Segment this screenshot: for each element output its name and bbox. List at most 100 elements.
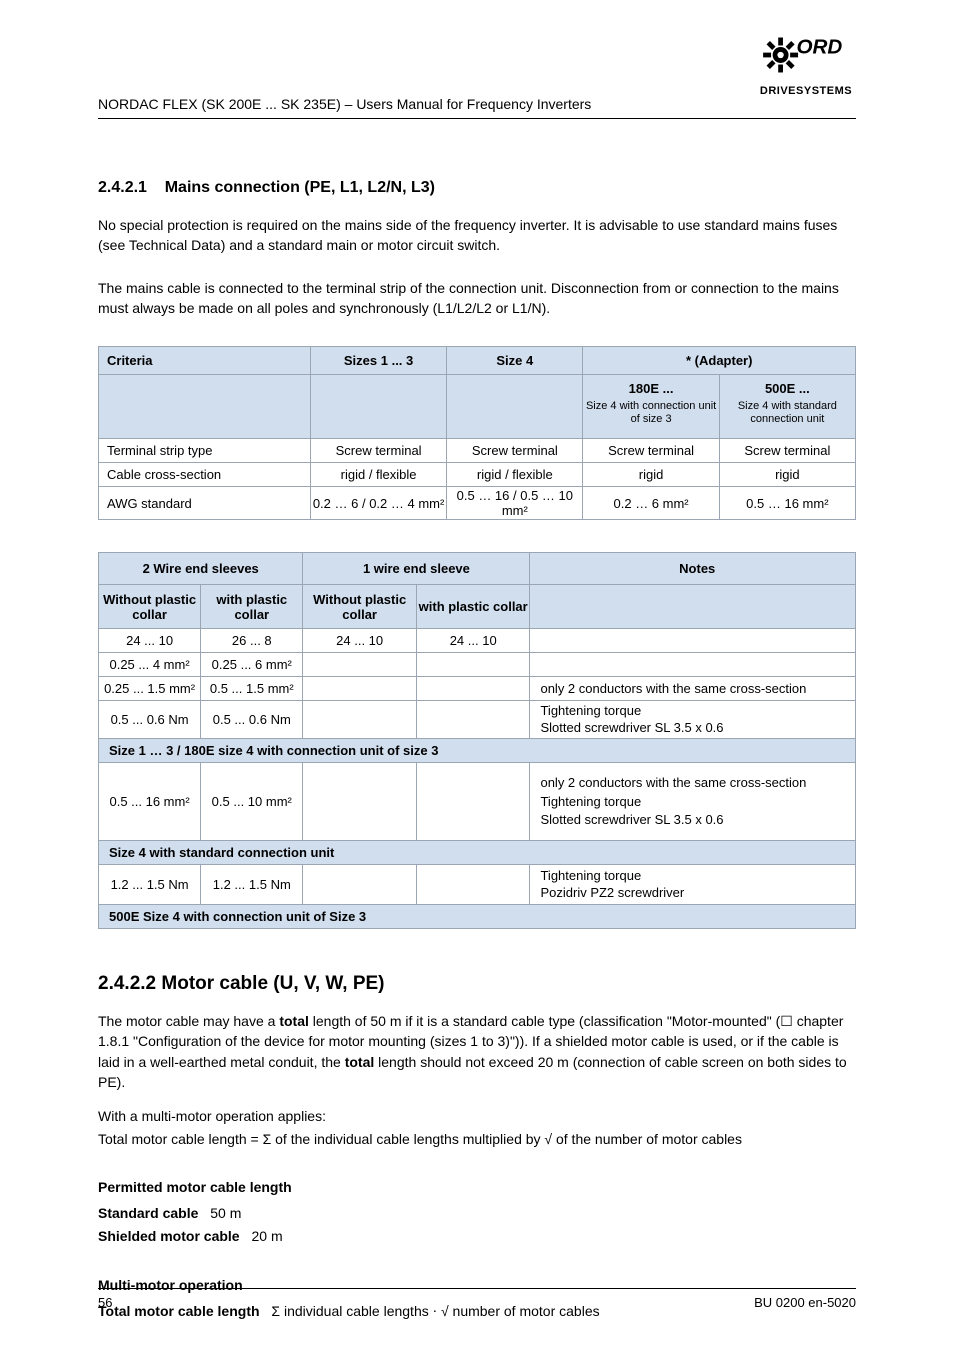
p3-bold-1: total [279, 1013, 309, 1029]
t2a-r2c5 [530, 653, 856, 677]
t2-sh3: Without plastic collar [303, 585, 417, 629]
paragraph-1: No special protection is required on the… [98, 215, 856, 256]
t2a-r1c2: 26 ... 8 [201, 629, 303, 653]
def1-l2-label: Shielded motor cable [98, 1228, 240, 1244]
t2b-span: Size 4 with standard connection unit [99, 841, 856, 865]
t2b-c5-l1: only 2 conductors with the same cross-se… [540, 775, 806, 790]
t2b-c5-l3: Slotted screwdriver SL 3.5 x 0.6 [540, 812, 723, 827]
t2b-r1c3 [303, 763, 417, 841]
t1-sub2: Size 4 with connection unit of size 3 [584, 400, 717, 426]
t1-r1c5: Screw terminal [719, 439, 855, 463]
t2b-r1c4 [416, 763, 530, 841]
t1-r2c5: rigid [719, 463, 855, 487]
t1-r3c4: 0.2 … 6 mm² [583, 487, 719, 520]
t1-r3c1: AWG standard [99, 487, 311, 520]
t2-sh1: Without plastic collar [99, 585, 201, 629]
t1-r3c2: 0.2 … 6 / 0.2 … 4 mm² [310, 487, 446, 520]
t2b-r1c5: only 2 conductors with the same cross-se… [530, 763, 856, 841]
t1-h3: Size 4 [447, 347, 583, 375]
t2c-r1c1: 1.2 ... 1.5 Nm [99, 865, 201, 905]
def1-l2-val: 20 m [251, 1228, 282, 1244]
t2a-r3c2: 0.5 ... 1.5 mm² [201, 677, 303, 701]
t2a-r2c3 [303, 653, 417, 677]
paragraph-3: The motor cable may have a total length … [98, 1011, 856, 1092]
t1-sub1: Size 4 with standard connection unit [721, 400, 854, 426]
p3-part-a: The motor cable may have a [98, 1013, 279, 1029]
section-title: Mains connection (PE, L1, L2/N, L3) [165, 179, 435, 196]
t2a-r1c4: 24 ... 10 [416, 629, 530, 653]
t2-sh4: with plastic collar [416, 585, 530, 629]
t1-blank3 [447, 375, 583, 439]
t2a-r4c3 [303, 701, 417, 739]
t1-h1: Criteria [99, 347, 311, 375]
t1-r3c5: 0.5 … 16 mm² [719, 487, 855, 520]
t1-h4c-text: 500E ... [765, 381, 810, 396]
t2c-c5-l1: Tightening torque [540, 868, 641, 883]
t2c-span: 500E Size 4 with connection unit of Size… [99, 905, 856, 929]
table-criteria: Criteria Sizes 1 ... 3 Size 4 * (Adapter… [98, 346, 856, 520]
section-heading-1: 2.4.2.1 Mains connection (PE, L1, L2/N, … [98, 179, 856, 197]
t2a-r2c4 [416, 653, 530, 677]
t2a-r3c1: 0.25 ... 1.5 mm² [99, 677, 201, 701]
t2-h3: Notes [530, 553, 856, 585]
t2-sh2: with plastic collar [201, 585, 303, 629]
svg-text:ORD: ORD [796, 35, 842, 58]
footer-doc-id: BU 0200 en-5020 [754, 1295, 856, 1310]
def1-line2: Shielded motor cable 20 m [98, 1226, 856, 1247]
t2a-r1c3: 24 ... 10 [303, 629, 417, 653]
t2a-r4c1: 0.5 ... 0.6 Nm [99, 701, 201, 739]
t1-h4b: 180E ... Size 4 with connection unit of … [583, 375, 719, 439]
t2-h2: 1 wire end sleeve [303, 553, 530, 585]
paragraph-3-eq: Total motor cable length = Σ of the indi… [98, 1129, 856, 1149]
t2a-r3c5: only 2 conductors with the same cross-se… [530, 677, 856, 701]
t1-r1c4: Screw terminal [583, 439, 719, 463]
table-wire-sleeves: 2 Wire end sleeves 1 wire end sleeve Not… [98, 552, 856, 929]
def1-l1-label: Standard cable [98, 1205, 198, 1221]
brand-subtext: DRIVESYSTEMS [756, 85, 856, 97]
paragraph-2: The mains cable is connected to the term… [98, 278, 856, 319]
footer-page-number: 56 [98, 1295, 112, 1310]
t2-sh5 [530, 585, 856, 629]
gear-logo-icon: ORD [758, 28, 854, 82]
def1-l1-val: 50 m [210, 1205, 241, 1221]
t2a-r1c5 [530, 629, 856, 653]
t2a-r4c5: Tightening torque Slotted screwdriver SL… [530, 701, 856, 739]
t1-h4c: 500E ... Size 4 with standard connection… [719, 375, 855, 439]
t1-h4a: * (Adapter) [583, 347, 856, 375]
page-header: NORDAC FLEX (SK 200E ... SK 235E) – User… [98, 96, 856, 119]
t2b-c5-l2: Tightening torque [540, 794, 641, 809]
t2a-r2c2: 0.25 ... 6 mm² [201, 653, 303, 677]
t2a-r1c1: 24 ... 10 [99, 629, 201, 653]
section-number: 2.4.2.1 [98, 179, 147, 196]
t1-r1c1: Terminal strip type [99, 439, 311, 463]
t1-r2c2: rigid / flexible [310, 463, 446, 487]
t1-h4b-text: 180E ... [629, 381, 674, 396]
paragraph-3-lead: With a multi-motor operation applies: [98, 1106, 856, 1126]
t2a-r4c5-l2: Slotted screwdriver SL 3.5 x 0.6 [540, 720, 723, 735]
t2b-r1c2: 0.5 ... 10 mm² [201, 763, 303, 841]
t1-blank [99, 375, 311, 439]
t2c-r1c5: Tightening torque Pozidriv PZ2 screwdriv… [530, 865, 856, 905]
t1-blank2 [310, 375, 446, 439]
p3-bold-2: total [345, 1054, 375, 1070]
t2c-c5-l2: Pozidriv PZ2 screwdriver [540, 885, 684, 900]
brand-logo: ORD DRIVESYSTEMS [756, 28, 856, 97]
t2a-r4c2: 0.5 ... 0.6 Nm [201, 701, 303, 739]
t2c-r1c3 [303, 865, 417, 905]
section-heading-2: 2.4.2.2 Motor cable (U, V, W, PE) [98, 973, 856, 995]
t2c-r1c4 [416, 865, 530, 905]
t1-r2c4: rigid [583, 463, 719, 487]
page-footer: 56 BU 0200 en-5020 [98, 1288, 856, 1310]
def1-line1: Standard cable 50 m [98, 1203, 856, 1224]
t2a-r3c3 [303, 677, 417, 701]
t1-r2c1: Cable cross-section [99, 463, 311, 487]
t2a-r3c4 [416, 677, 530, 701]
def-heading-1: Permitted motor cable length [98, 1179, 856, 1195]
t1-h2: Sizes 1 ... 3 [310, 347, 446, 375]
t1-r3c3: 0.5 … 16 / 0.5 … 10 mm² [447, 487, 583, 520]
t2b-r1c1: 0.5 ... 16 mm² [99, 763, 201, 841]
t1-r2c3: rigid / flexible [447, 463, 583, 487]
t2a-r4c5-l1: Tightening torque [540, 703, 641, 718]
t1-r1c3: Screw terminal [447, 439, 583, 463]
t2a-r4c4 [416, 701, 530, 739]
